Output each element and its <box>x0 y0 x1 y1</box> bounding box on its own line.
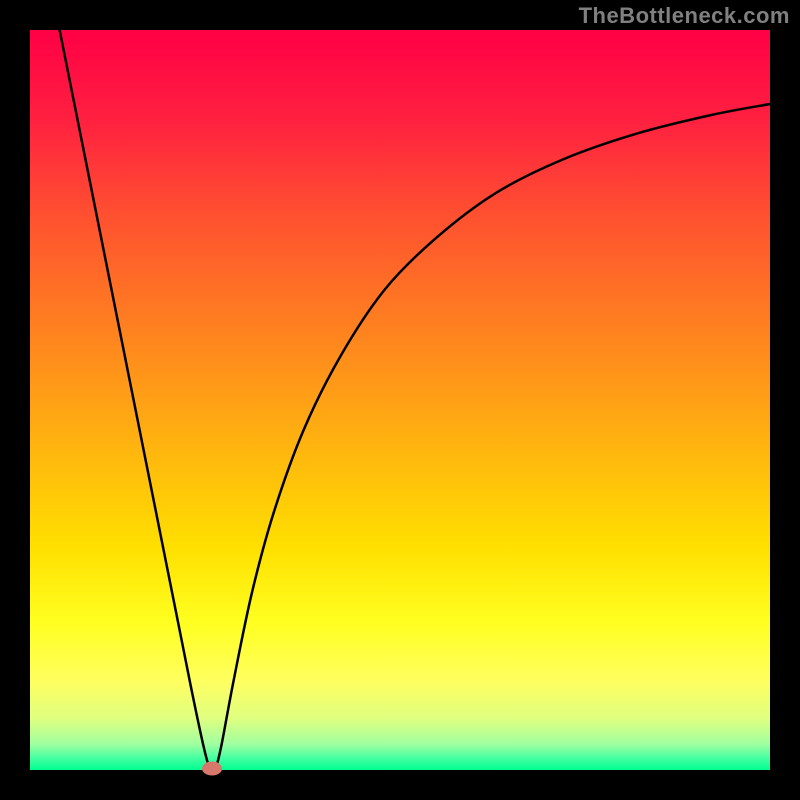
chart-svg <box>0 0 800 800</box>
plot-background <box>30 30 770 770</box>
minimum-marker <box>202 762 222 776</box>
watermark-text: TheBottleneck.com <box>579 3 790 29</box>
chart-container: TheBottleneck.com <box>0 0 800 800</box>
